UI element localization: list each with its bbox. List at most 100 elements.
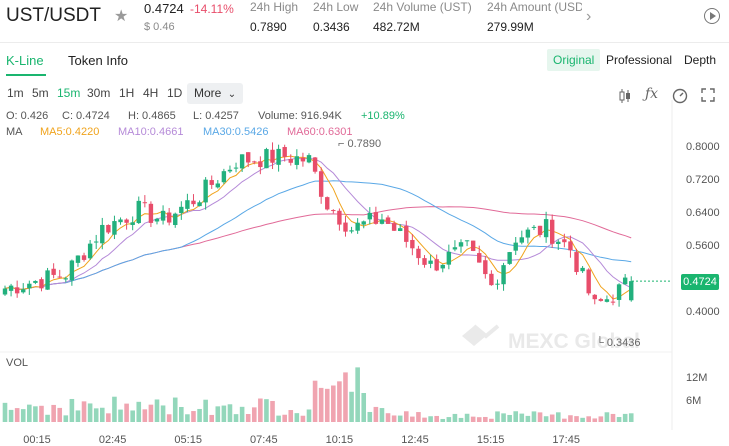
volume-bar — [130, 410, 135, 422]
candle-body — [373, 212, 379, 224]
volume-bar — [525, 415, 531, 422]
volume-bar — [385, 413, 391, 422]
candle-body — [154, 218, 160, 222]
volume-bar — [51, 404, 56, 422]
stat-value: 279.99M — [487, 20, 534, 34]
volume-label: VOL — [6, 357, 28, 369]
ohlc-volume: Volume: 916.94K — [258, 110, 342, 122]
volume-bar — [160, 405, 166, 422]
price-axis-label: 0.7200 — [686, 174, 720, 186]
volume-bar — [300, 415, 306, 422]
play-icon[interactable] — [704, 8, 720, 24]
candle-style-icon[interactable] — [618, 88, 632, 104]
timeframe-4h[interactable]: 4H — [143, 86, 159, 100]
volume-bar — [464, 413, 470, 422]
volume-bar — [191, 411, 196, 422]
tab-token-info[interactable]: Token Info — [68, 53, 128, 68]
time-axis-label: 02:45 — [99, 434, 127, 446]
timeframe-5m[interactable]: 5m — [32, 86, 49, 100]
candle-body — [294, 156, 300, 165]
volume-bar — [379, 408, 385, 422]
volume-bar — [470, 416, 476, 422]
volume-bar — [270, 400, 275, 422]
high-marker-label: ⌐ 0.7890 — [338, 138, 381, 150]
volume-bar — [452, 413, 458, 422]
view-depth-button[interactable]: Depth — [684, 53, 717, 67]
volume-bar — [373, 406, 379, 422]
candle-body — [33, 280, 38, 283]
candle-body — [14, 287, 20, 294]
candle-body — [130, 222, 135, 225]
timeframe-1h[interactable]: 1H — [119, 86, 135, 100]
candle-body — [148, 203, 154, 223]
volume-bar — [221, 405, 227, 422]
candle-body — [51, 268, 56, 275]
candle-body — [598, 299, 604, 301]
candle-body — [239, 154, 245, 169]
volume-bar — [27, 404, 32, 422]
volume-bar — [355, 367, 360, 422]
candle-body — [556, 241, 561, 244]
ma10-line — [4, 157, 632, 290]
candle-body — [440, 264, 445, 269]
candle-body — [246, 152, 251, 163]
favorite-star-icon[interactable]: ★ — [114, 8, 129, 25]
candle-body — [300, 157, 306, 162]
volume-axis-label: 6M — [686, 395, 701, 407]
last-price: 0.4724 — [144, 1, 184, 16]
candle-body — [525, 229, 531, 238]
volume-bar — [33, 406, 38, 422]
volume-bar — [166, 414, 172, 422]
volume-bar — [519, 413, 525, 422]
volume-bar — [2, 402, 8, 422]
candle-body — [361, 221, 366, 225]
volume-bar — [63, 415, 69, 422]
volume-bar — [312, 380, 318, 422]
candle-body — [592, 294, 597, 300]
view-original-button[interactable]: Original — [547, 49, 601, 71]
volume-bar — [555, 412, 561, 422]
volume-bar — [324, 388, 330, 422]
volume-bar — [507, 414, 512, 422]
candle-body — [166, 212, 172, 223]
candle-body — [106, 224, 111, 233]
candle-body — [288, 158, 293, 163]
stat-24h-volume: 24h Volume (UST) 482.72M — [373, 0, 472, 34]
candle-body — [258, 161, 263, 168]
volume-bar — [118, 409, 123, 422]
timeframe-1m[interactable]: 1m — [7, 86, 24, 100]
view-professional-button[interactable]: Professional — [606, 53, 673, 67]
volume-bar — [580, 417, 585, 422]
ma5-value: MA5:0.4220 — [40, 126, 100, 138]
candle-body — [580, 267, 585, 272]
timeframe-30m[interactable]: 30m — [87, 86, 111, 100]
candle-body — [75, 255, 81, 263]
candle-body — [233, 167, 239, 169]
candle-body — [331, 210, 336, 212]
timeframe-15m[interactable]: 15m — [57, 86, 81, 100]
pair-name[interactable]: UST/USDT — [6, 5, 101, 26]
timeframe-1d[interactable]: 1D — [167, 86, 183, 100]
volume-bar — [628, 413, 634, 422]
chevron-right-icon[interactable]: › — [586, 8, 592, 25]
tab-k-line[interactable]: K-Line — [6, 53, 44, 68]
candle-body — [604, 299, 610, 302]
volume-bar — [203, 399, 208, 422]
indicators-fx-icon[interactable]: ƒx — [645, 86, 659, 102]
volume-bar — [106, 413, 111, 422]
candle-body — [264, 149, 269, 169]
speedometer-icon[interactable] — [672, 88, 688, 104]
volume-bar — [574, 416, 579, 422]
candle-body — [27, 283, 32, 289]
volume-bar — [616, 417, 622, 422]
volume-bar — [549, 414, 555, 422]
volume-bar — [185, 414, 190, 422]
fullscreen-icon[interactable] — [701, 88, 715, 102]
ohlc-low: L: 0.4257 — [193, 110, 239, 122]
candle-body — [622, 277, 628, 285]
candle-body — [221, 171, 227, 183]
volume-bar — [543, 416, 549, 422]
candle-body — [87, 243, 93, 259]
more-timeframes-dropdown[interactable]: More ⌄ — [187, 83, 243, 104]
candle-body — [160, 210, 166, 221]
